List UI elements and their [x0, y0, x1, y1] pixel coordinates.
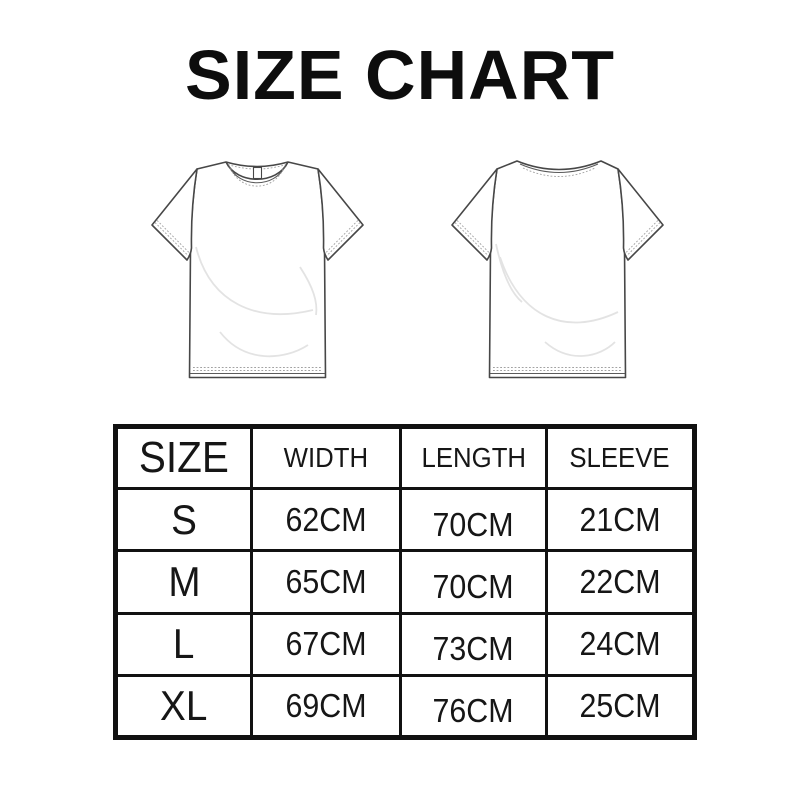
page-title: SIZE CHART [185, 36, 615, 114]
width-cell-s: 62CM [250, 487, 402, 553]
sleeve-cell-s: 21CM [544, 487, 697, 553]
tshirt-back-left-sleeve [451, 168, 498, 261]
column-header-length: LENGTH [398, 424, 548, 491]
size-cell-s: S [113, 487, 254, 553]
column-header-width-label: WIDTH [283, 442, 369, 474]
column-header-sleeve-label: SLEEVE [569, 442, 671, 474]
size-cell-xl: XL [113, 673, 254, 740]
column-header-sleeve: SLEEVE [544, 424, 697, 491]
column-header-length-label: LENGTH [421, 442, 526, 474]
length-cell-s: 70CM [398, 487, 548, 553]
tshirt-front-left-sleeve [151, 168, 198, 261]
sleeve-cell-l: 24CM [544, 611, 697, 677]
length-cell-xl: 76CM [398, 673, 548, 740]
column-header-width: WIDTH [250, 424, 402, 491]
column-header-size-label: SIZE [139, 433, 230, 483]
tshirt-back-diagram [451, 160, 664, 379]
width-cell-m: 65CM [250, 549, 402, 615]
tshirt-back-body [488, 160, 627, 379]
size-table-header-row: SIZE WIDTH LENGTH SLEEVE [113, 424, 697, 491]
table-row-s: S 62CM 70CM 21CM [113, 487, 697, 553]
column-header-size: SIZE [113, 424, 254, 491]
width-cell-l: 67CM [250, 611, 402, 677]
tshirt-back-right-sleeve [617, 168, 664, 261]
sleeve-cell-xl: 25CM [544, 673, 697, 740]
tshirt-front-diagram [151, 161, 364, 379]
collar-tag [252, 166, 263, 180]
length-cell-l: 73CM [398, 611, 548, 677]
table-row-l: L 67CM 73CM 24CM [113, 611, 697, 677]
size-cell-l: L [113, 611, 254, 677]
width-cell-xl: 69CM [250, 673, 402, 740]
sleeve-cell-m: 22CM [544, 549, 697, 615]
size-table: SIZE WIDTH LENGTH SLEEVE S 62CM 70CM 21C… [113, 424, 697, 740]
length-cell-m: 70CM [398, 549, 548, 615]
table-row-xl: XL 69CM 76CM 25CM [113, 673, 697, 740]
tshirt-front-body [188, 161, 327, 379]
table-row-m: M 65CM 70CM 22CM [113, 549, 697, 615]
size-cell-m: M [113, 549, 254, 615]
tshirt-back-neckline [519, 163, 599, 174]
tshirt-front-right-sleeve [317, 168, 364, 261]
